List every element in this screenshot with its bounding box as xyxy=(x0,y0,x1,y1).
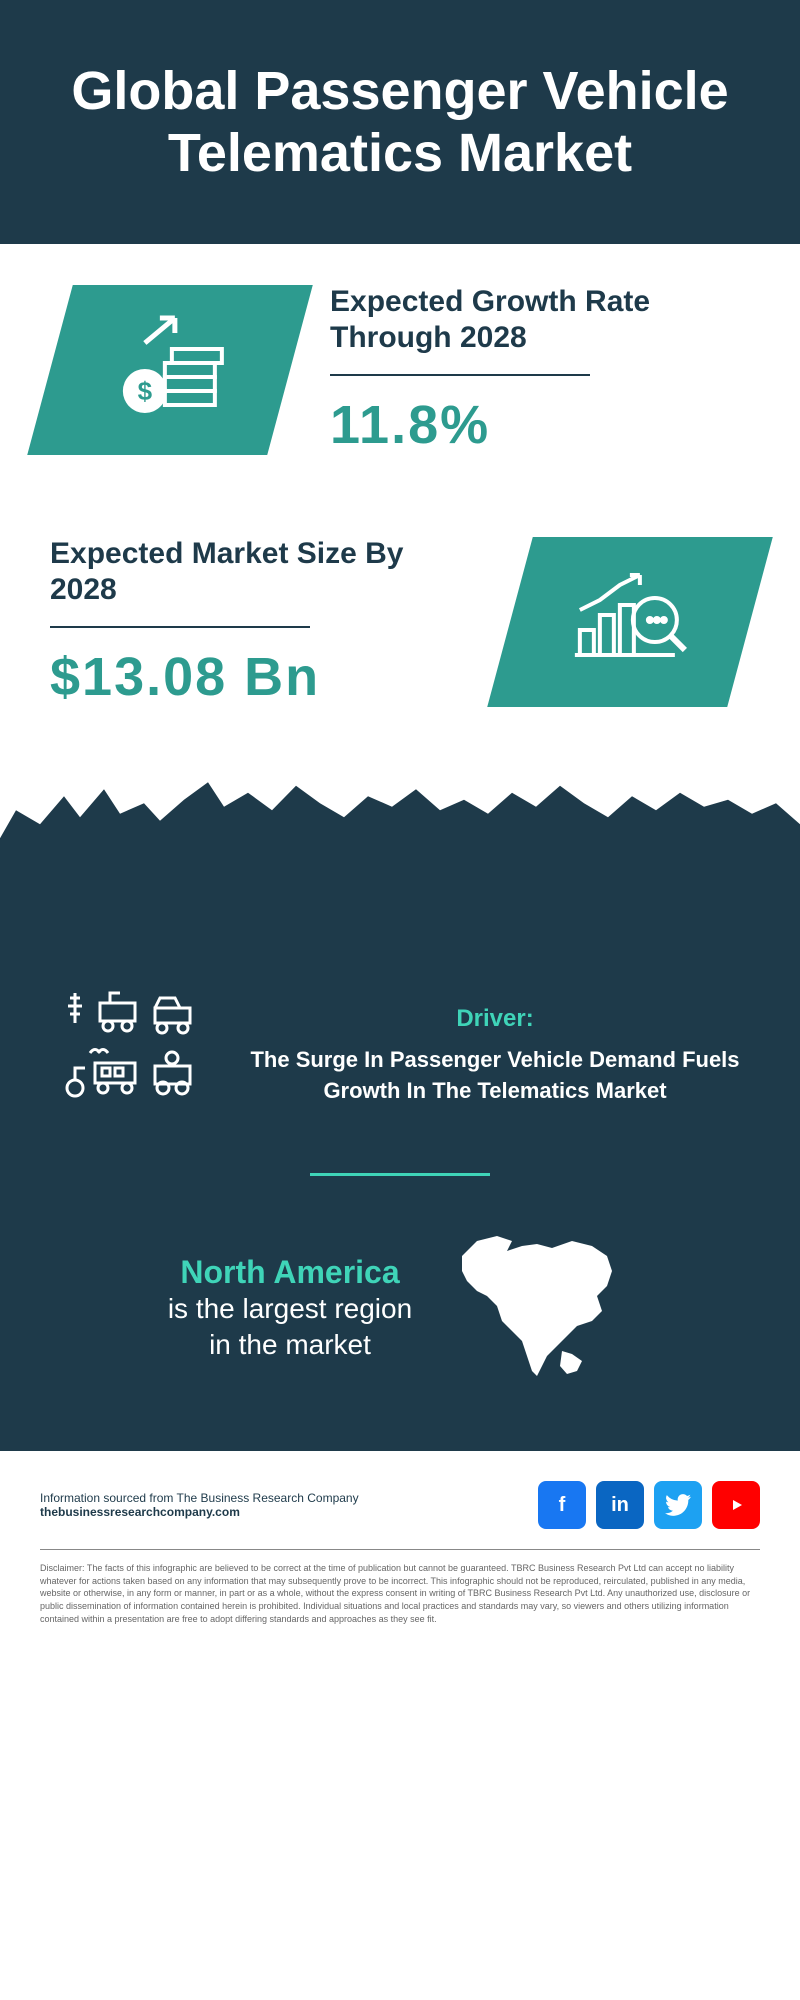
skyline-graphic xyxy=(0,838,800,958)
footer-source: Information sourced from The Business Re… xyxy=(40,1491,359,1519)
page-title: Global Passenger Vehicle Telematics Mark… xyxy=(40,60,760,184)
growth-money-icon: $ xyxy=(110,313,230,428)
footer-top: Information sourced from The Business Re… xyxy=(40,1481,760,1549)
region-sub2: in the market xyxy=(168,1327,412,1363)
growth-value: 11.8% xyxy=(330,394,750,456)
driver-label: Driver: xyxy=(250,1005,740,1033)
driver-row: Driver: The Surge In Passenger Vehicle D… xyxy=(60,988,740,1123)
linkedin-icon[interactable]: in xyxy=(596,1481,644,1529)
growth-label: Expected Growth Rate Through 2028 xyxy=(330,284,750,356)
driver-description: The Surge In Passenger Vehicle Demand Fu… xyxy=(250,1045,740,1107)
youtube-icon[interactable] xyxy=(712,1481,760,1529)
growth-text: Expected Growth Rate Through 2028 11.8% xyxy=(330,284,750,456)
divider xyxy=(330,374,590,376)
region-sub1: is the largest region xyxy=(168,1291,412,1327)
disclaimer-text: Disclaimer: The facts of this infographi… xyxy=(40,1562,760,1625)
region-highlight: North America xyxy=(168,1254,412,1291)
chart-analysis-icon xyxy=(565,565,695,680)
market-label: Expected Market Size By 2028 xyxy=(50,536,470,608)
market-value: $13.08 Bn xyxy=(50,646,470,708)
disclaimer-divider xyxy=(40,1549,760,1550)
north-america-map-icon xyxy=(452,1226,632,1391)
market-text: Expected Market Size By 2028 $13.08 Bn xyxy=(50,536,470,708)
dark-section: Driver: The Surge In Passenger Vehicle D… xyxy=(0,958,800,1451)
growth-icon-box: $ xyxy=(27,285,313,455)
source-line1: Information sourced from The Business Re… xyxy=(40,1491,359,1505)
divider xyxy=(50,626,310,628)
market-size-section: Expected Market Size By 2028 $13.08 Bn xyxy=(0,496,800,748)
region-text: North America is the largest region in t… xyxy=(168,1254,412,1364)
twitter-icon[interactable] xyxy=(654,1481,702,1529)
growth-rate-section: $ Expected Growth Rate Through 2028 11.8… xyxy=(0,244,800,496)
header: Global Passenger Vehicle Telematics Mark… xyxy=(0,0,800,244)
vehicles-icon xyxy=(60,988,210,1123)
region-row: North America is the largest region in t… xyxy=(60,1226,740,1391)
svg-text:$: $ xyxy=(138,376,153,406)
source-line2: thebusinessresearchcompany.com xyxy=(40,1505,359,1519)
teal-divider xyxy=(310,1173,490,1176)
footer: Information sourced from The Business Re… xyxy=(0,1451,800,1645)
driver-text: Driver: The Surge In Passenger Vehicle D… xyxy=(250,1005,740,1107)
social-icons: f in xyxy=(538,1481,760,1529)
facebook-icon[interactable]: f xyxy=(538,1481,586,1529)
market-icon-box xyxy=(487,537,773,707)
